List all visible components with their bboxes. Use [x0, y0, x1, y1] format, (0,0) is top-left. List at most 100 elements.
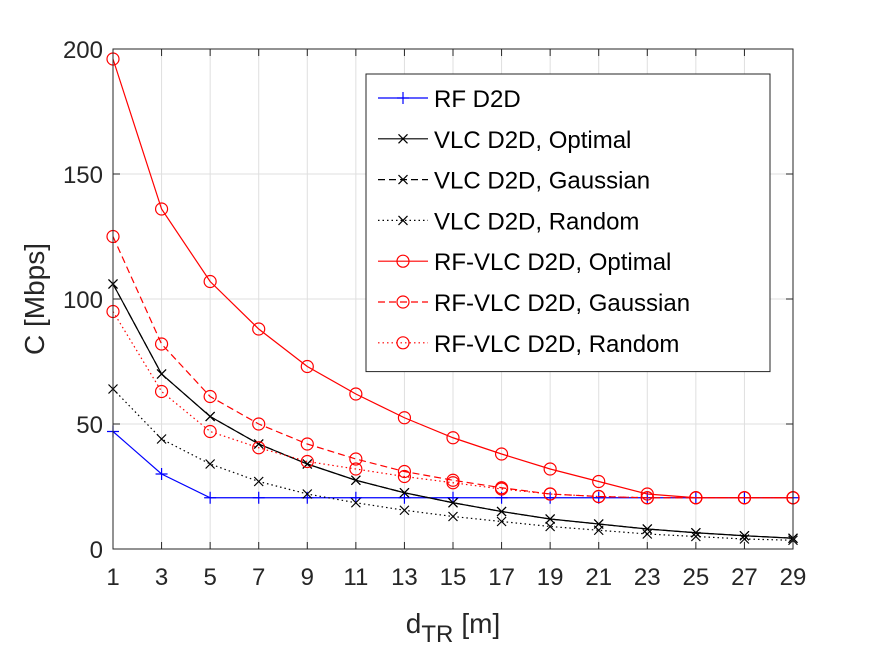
- data-point: [300, 359, 314, 374]
- x-axis-title-subscript: TR: [421, 621, 453, 648]
- legend-label: VLC D2D, Random: [434, 208, 639, 235]
- series-6: [106, 304, 800, 505]
- legend-marker: [398, 174, 408, 185]
- x-tick-label: 3: [155, 564, 168, 591]
- data-point: [154, 202, 169, 216]
- data-point: [592, 489, 606, 504]
- legend-entry: VLC D2D, Gaussian: [378, 168, 650, 195]
- series-2: [108, 279, 798, 544]
- legend-marker: [398, 215, 408, 226]
- data-point: [156, 434, 167, 444]
- legend-label: RF-VLC D2D, Gaussian: [434, 290, 690, 317]
- legend-label: VLC D2D, Optimal: [434, 127, 631, 154]
- data-point: [252, 417, 266, 431]
- legend-label: VLC D2D, Gaussian: [434, 168, 650, 195]
- legend-entry: RF-VLC D2D, Gaussian: [378, 290, 690, 317]
- data-point: [204, 491, 217, 504]
- y-tick-label: 100: [63, 287, 103, 314]
- legend-label: RF-VLC D2D, Random: [434, 331, 679, 358]
- data-point: [446, 431, 460, 445]
- data-point: [592, 474, 606, 489]
- x-axis-title-unit: [m]: [461, 608, 500, 639]
- series-3: [108, 384, 798, 546]
- data-point: [205, 459, 216, 469]
- data-point: [642, 524, 653, 534]
- y-axis-title: C [Mbps]: [19, 243, 50, 355]
- data-point: [252, 491, 265, 504]
- x-tick-label: 29: [780, 564, 807, 591]
- data-point: [203, 389, 217, 404]
- legend-entry: RF-VLC D2D, Optimal: [378, 249, 671, 276]
- data-point: [640, 491, 654, 505]
- legend-label: RF D2D: [434, 86, 521, 113]
- data-point: [349, 462, 363, 476]
- x-tick-label: 19: [537, 564, 564, 591]
- data-point: [689, 491, 703, 505]
- data-point: [399, 487, 410, 498]
- x-tick-label: 15: [440, 564, 467, 591]
- x-tick-label: 17: [488, 564, 515, 591]
- data-point: [739, 534, 750, 544]
- legend-marker: [396, 336, 410, 350]
- data-point: [494, 482, 509, 496]
- series-line: [112, 283, 794, 539]
- data-point: [205, 411, 216, 422]
- x-tick-label: 27: [731, 564, 758, 591]
- data-point: [155, 468, 168, 480]
- data-point: [737, 491, 752, 505]
- legend-label: RF-VLC D2D, Optimal: [434, 249, 671, 276]
- x-tick-label: 1: [106, 564, 119, 591]
- data-point: [448, 497, 458, 508]
- x-axis-title: dTR [m]: [406, 608, 500, 648]
- legend-entry: VLC D2D, Optimal: [378, 127, 631, 154]
- data-point: [545, 521, 556, 532]
- series-line: [112, 236, 793, 499]
- legend: RF D2D VLC D2D, Optimal VLC D2D, Gaussian V…: [365, 73, 771, 373]
- data-point: [640, 487, 654, 501]
- data-point: [349, 452, 363, 466]
- data-point: [690, 527, 701, 538]
- data-point: [397, 464, 412, 479]
- x-tick-label: 13: [391, 564, 418, 591]
- data-point: [154, 384, 169, 399]
- x-axis-title-main: d: [406, 608, 422, 639]
- data-point: [154, 337, 169, 351]
- data-point: [545, 514, 556, 524]
- legend-entry: RF D2D: [378, 86, 521, 113]
- x-tick-label: 11: [343, 564, 368, 591]
- data-point: [156, 369, 167, 379]
- data-point: [447, 491, 459, 504]
- data-point: [300, 454, 314, 469]
- data-point: [448, 511, 458, 522]
- x-tick-label: 9: [301, 564, 314, 591]
- legend-entry: RF-VLC D2D, Random: [378, 331, 679, 358]
- data-point: [494, 447, 509, 461]
- data-point: [592, 491, 605, 504]
- y-tick-label: 0: [90, 537, 103, 564]
- legend-marker: [396, 254, 410, 268]
- data-point: [300, 437, 314, 451]
- legend-marker: [396, 295, 410, 309]
- data-point: [690, 531, 701, 542]
- data-point: [496, 516, 507, 527]
- x-tick-label: 5: [203, 564, 216, 591]
- x-tick-label: 25: [683, 564, 710, 591]
- data-point: [203, 274, 217, 289]
- data-point: [350, 475, 361, 486]
- data-point: [252, 441, 266, 455]
- data-point: [496, 506, 507, 517]
- legend-entry: VLC D2D, Random: [378, 208, 639, 235]
- data-point: [253, 476, 264, 487]
- legend-marker: [398, 133, 408, 144]
- y-tick-label: 50: [76, 412, 103, 439]
- legend-marker: [397, 92, 409, 104]
- data-point: [203, 424, 217, 439]
- legend-box: [365, 73, 771, 373]
- data-point: [397, 469, 412, 484]
- series-layer: [106, 52, 800, 546]
- data-point: [302, 489, 313, 499]
- data-point: [349, 491, 362, 504]
- data-point: [398, 491, 411, 504]
